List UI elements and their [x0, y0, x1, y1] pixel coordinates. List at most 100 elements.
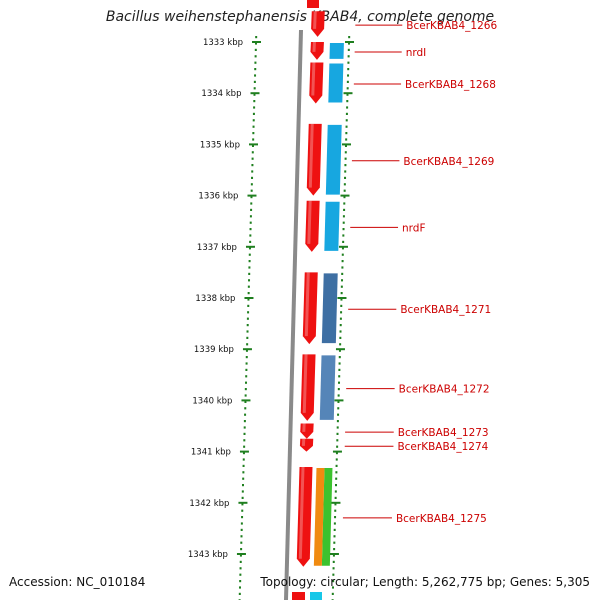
scale-dot — [240, 528, 243, 531]
scale-dot — [239, 580, 242, 583]
scale-dot — [240, 548, 243, 551]
scale-dot — [345, 138, 348, 141]
scale-dot — [245, 368, 248, 371]
scale-dot — [344, 176, 347, 179]
scale-dot — [244, 388, 247, 391]
scale-dot — [347, 55, 350, 58]
scale-dot — [240, 522, 243, 525]
scale-dot — [341, 260, 344, 263]
scale-dot — [334, 490, 337, 493]
scale-dot — [340, 292, 343, 295]
scale-dot — [245, 381, 248, 384]
scale-dot — [342, 221, 345, 224]
feature-bar — [321, 467, 333, 566]
scale-dot — [250, 208, 253, 211]
scale-dot — [346, 87, 349, 90]
scale-dot — [251, 144, 254, 147]
gene-arrow — [309, 62, 324, 104]
gene-fragment — [307, 0, 319, 8]
gene-label: BcerKBAB4_1272 — [399, 384, 490, 396]
tick-label: 1341 kbp — [191, 448, 231, 458]
scale-dot — [343, 196, 346, 199]
scale-dot — [344, 157, 347, 160]
scale-dot — [342, 215, 345, 218]
scale-dot — [254, 42, 257, 45]
topology-label: Topology: circular; Length: 5,262,775 bp… — [260, 575, 590, 589]
feature-bar — [313, 467, 325, 566]
scale-dot — [342, 240, 345, 243]
scale-dot — [337, 388, 340, 391]
genome-title: Bacillus weihenstephanensis KBAB4, compl… — [105, 9, 495, 25]
scale-dot — [343, 208, 346, 211]
backbone-line — [284, 29, 303, 600]
scale-dot — [338, 381, 341, 384]
scale-dot — [252, 125, 255, 128]
scale-dot — [345, 119, 348, 122]
scale-dot — [251, 151, 254, 154]
scale-dot — [252, 112, 255, 115]
gene-highlight — [313, 11, 317, 29]
scale-dot — [246, 330, 249, 333]
scale-dot — [331, 592, 334, 595]
scale-dot — [341, 253, 344, 256]
scale-dot — [253, 87, 256, 90]
scale-dot — [345, 112, 348, 115]
scale-dot — [251, 176, 254, 179]
scale-dot — [245, 362, 248, 365]
gene-highlight — [308, 123, 314, 188]
scale-dot — [342, 234, 345, 237]
scale-dot — [246, 336, 249, 339]
scale-dot — [341, 247, 344, 250]
scale-dot — [241, 509, 244, 512]
scale-dot — [242, 471, 245, 474]
feature-fragment — [310, 592, 322, 600]
scale-dot — [247, 292, 250, 295]
scale-dot — [254, 48, 257, 51]
scale-dot — [245, 356, 248, 359]
gene-track — [292, 0, 325, 600]
scale-dot — [334, 516, 337, 519]
scale-dot — [244, 394, 247, 397]
scale-dot — [249, 221, 252, 224]
scale-dot — [335, 477, 338, 480]
scale-dot — [248, 253, 251, 256]
scale-dot — [339, 324, 342, 327]
scale-dot — [252, 132, 255, 135]
scale-dot — [253, 93, 256, 96]
scale-dot — [250, 202, 253, 205]
scale-dot — [340, 311, 343, 314]
tick-label: 1343 kbp — [188, 550, 228, 560]
scale-dot — [337, 407, 340, 410]
gene-arrow — [306, 123, 322, 196]
scale-dot — [339, 317, 342, 320]
scale-dot — [343, 183, 346, 186]
scale-dot — [242, 484, 244, 487]
scale-dot — [336, 445, 339, 448]
scale-dot — [254, 55, 257, 58]
scale-dot — [347, 68, 350, 71]
scale-dot — [338, 362, 341, 365]
scale-dot — [334, 496, 337, 499]
scale-dot — [243, 432, 246, 435]
scale-dot — [242, 464, 245, 467]
scale-ticks: 1333 kbp 1334 kbp 1335 kbp 1336 kbp 1337 kbp… — [188, 38, 354, 560]
scale-dot — [334, 509, 337, 512]
scale-dot — [342, 228, 345, 231]
scale-dot — [255, 36, 258, 39]
scale-dot — [248, 272, 251, 275]
scale-dot — [248, 266, 251, 269]
scale-dot — [241, 503, 244, 506]
gene-highlight — [312, 42, 316, 52]
gene-arrow — [300, 354, 316, 421]
scale-dot — [244, 400, 247, 403]
scale-dot — [339, 336, 342, 339]
scale-dot — [243, 439, 246, 442]
scale-dot — [332, 560, 335, 563]
gene-label: BcerKBAB4_1274 — [397, 441, 488, 453]
genome-backbone — [284, 29, 303, 600]
scale-dot — [336, 439, 339, 442]
scale-dot — [244, 413, 247, 416]
scale-dot — [337, 400, 340, 403]
scale-dot — [344, 144, 347, 147]
